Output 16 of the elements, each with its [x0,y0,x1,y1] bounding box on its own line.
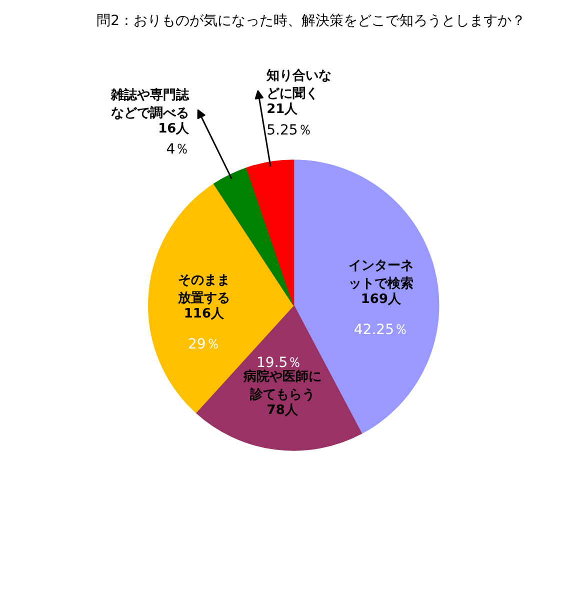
chart-title: 問2：おりものが気になった時、解決策をどこで知ろうとしますか？ [96,12,526,29]
text: 29％ [188,336,220,353]
text: 5.25％ [266,122,312,138]
data-label: 169人 [360,292,402,307]
data-label: 21人 [266,102,299,118]
text: 42.25％ [354,322,408,338]
data-label: 16人 [158,121,190,136]
slice-label: インターネットで検索 [348,258,414,292]
data-label: 78人 [266,402,299,418]
slice-label: 病院や医師に診てもらう [242,368,322,402]
slice-label: 雑誌や専門誌などで調べる [110,86,190,121]
text: 4％ [166,142,190,158]
slice-label: 知り合いなどに聞く [266,68,332,102]
data-label: 116人 [184,306,226,322]
slice-label: そのまま放置する [176,273,230,306]
text: 19.5％ [256,354,302,371]
